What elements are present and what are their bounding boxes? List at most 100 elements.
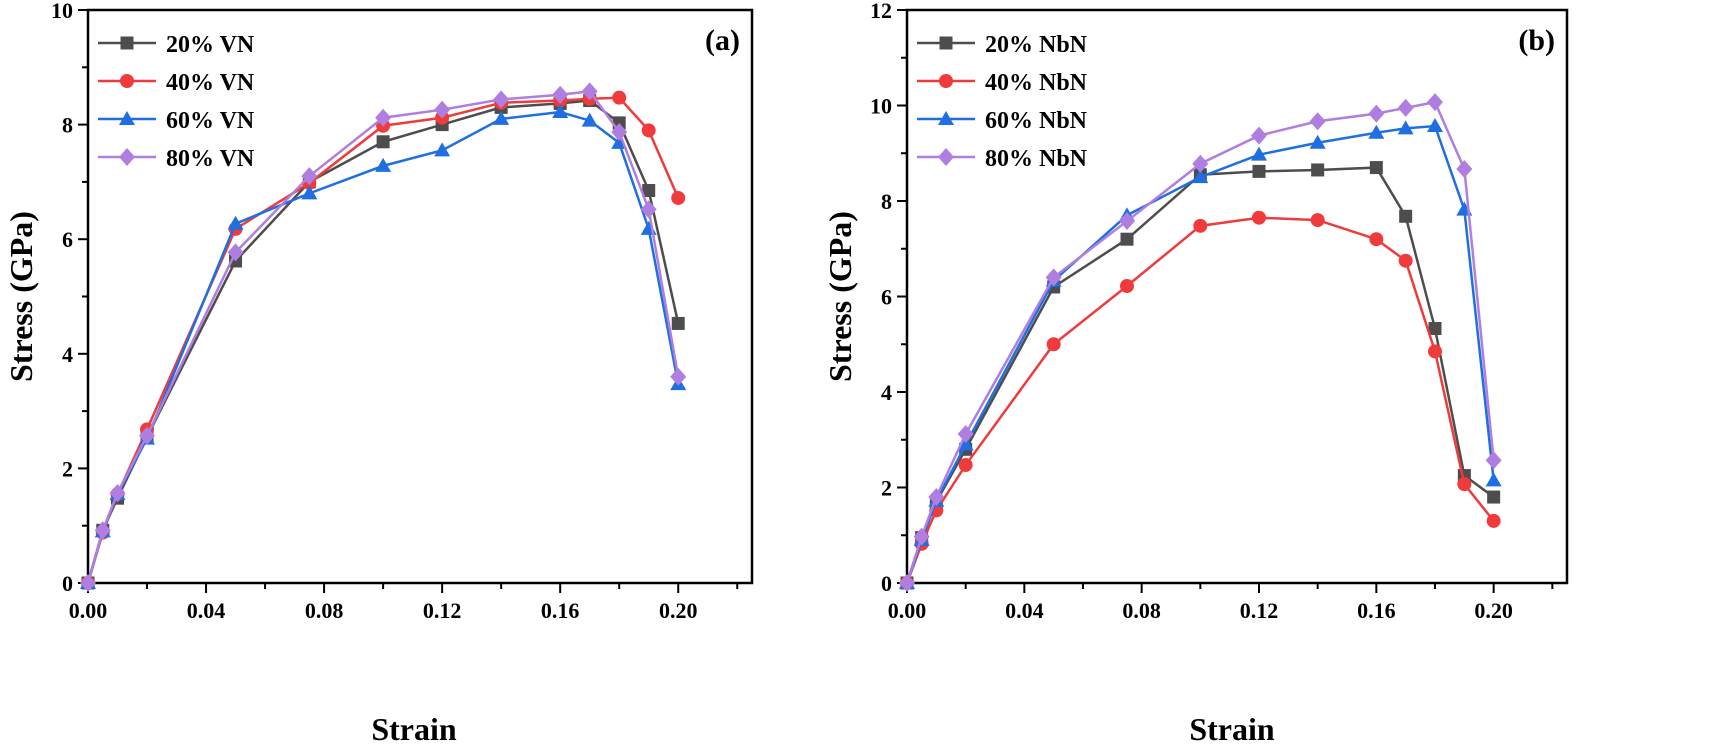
data-point [1193,218,1208,233]
x-tick-label: 0.00 [69,598,108,623]
data-point [301,185,318,200]
data-point [109,484,126,503]
data-point [552,103,569,118]
data-point [1456,160,1473,179]
x-axis-label: Strain [1189,711,1275,747]
data-point [1192,154,1209,173]
data-point [1427,118,1443,133]
data-point [493,90,510,109]
data-point [375,157,392,172]
data-point [375,108,392,127]
y-tick-label: 0 [62,571,73,596]
x-tick-label: 0.08 [305,598,344,623]
y-tick-label: 0 [881,571,892,596]
legend-marker [938,111,954,125]
data-point [1309,134,1326,149]
x-tick-label: 0.00 [888,598,927,623]
data-point [899,574,915,592]
data-point [640,220,657,235]
data-point [642,183,656,197]
data-point [1192,169,1209,184]
legend-label: 80% VN [166,146,255,172]
series-line [86,99,680,584]
legend-marker [939,36,953,50]
data-point [1311,163,1325,177]
y-axis-label: Stress (GPa) [822,211,858,382]
data-point [957,436,974,451]
data-point [1046,337,1061,352]
legend-marker [120,74,134,88]
series-80-nbn [899,93,1502,592]
data-point [1457,477,1472,492]
data-point [1120,278,1134,293]
data-point [671,316,685,330]
data-point [640,200,657,219]
y-tick-label: 12 [870,0,892,23]
x-tick-label: 0.20 [659,598,698,623]
series-60-nbn [899,118,1502,589]
data-point [1486,513,1501,528]
data-point [493,110,510,125]
data-point [957,425,974,444]
y-tick-label: 10 [870,94,892,119]
x-axis-label: Strain [371,711,457,747]
data-point [611,123,628,142]
data-point [1251,126,1267,145]
legend-item: 40% VN [98,70,255,96]
y-tick-label: 8 [881,189,892,214]
panel-label: (a) [705,24,740,57]
data-point [1045,268,1062,287]
data-point [80,574,96,592]
series-line [905,124,1495,584]
legend-item: 80% VN [98,146,255,172]
legend-label: 60% VN [166,108,255,134]
data-point [1399,209,1413,223]
data-point [581,82,598,101]
legend-label: 40% VN [166,70,255,96]
data-point [1398,253,1413,268]
data-point [1251,146,1267,161]
data-point [612,90,627,105]
y-tick-label: 4 [881,380,892,405]
legend-item: 20% NbN [917,32,1088,58]
series-line [905,216,1495,584]
x-tick-label: 0.12 [423,598,462,623]
data-point [376,135,390,149]
y-tick-label: 2 [881,476,892,501]
legend-label: 20% VN [166,32,255,58]
panel-label: (b) [1518,24,1555,57]
data-point [434,142,451,157]
y-tick-label: 2 [62,456,73,481]
data-point [434,100,451,119]
legend-marker [938,148,954,166]
panel-a: 0.00 0.04 0.08 0.12 0.16 0.20 0 2 4 6 8 10 Strain Str… [3,0,754,747]
legend-item: 20% VN [98,32,255,58]
data-point [552,85,569,104]
data-point [671,190,686,205]
series-80-vn [80,82,687,592]
data-point [94,521,111,540]
series-line [86,110,680,584]
legend-item: 60% NbN [917,108,1088,134]
x-tick-label: 0.04 [1005,598,1044,623]
data-point [1428,344,1442,359]
legend-label: 80% NbN [985,146,1088,172]
data-point [1485,472,1502,487]
data-point [227,215,244,230]
legend-item: 60% VN [98,108,255,134]
data-point [1397,98,1414,117]
legend-item: 40% NbN [917,70,1088,96]
data-point [1119,212,1135,231]
y-tick-label: 6 [881,285,892,310]
data-point [581,112,598,127]
data-point [1368,124,1385,139]
y-tick-label: 8 [62,113,73,138]
data-point [1485,451,1502,470]
legend-marker [120,36,134,50]
data-point [1252,210,1266,225]
x-tick-label: 0.16 [1357,598,1396,623]
data-point [227,243,244,262]
data-point [301,167,318,186]
data-point [1252,164,1266,178]
